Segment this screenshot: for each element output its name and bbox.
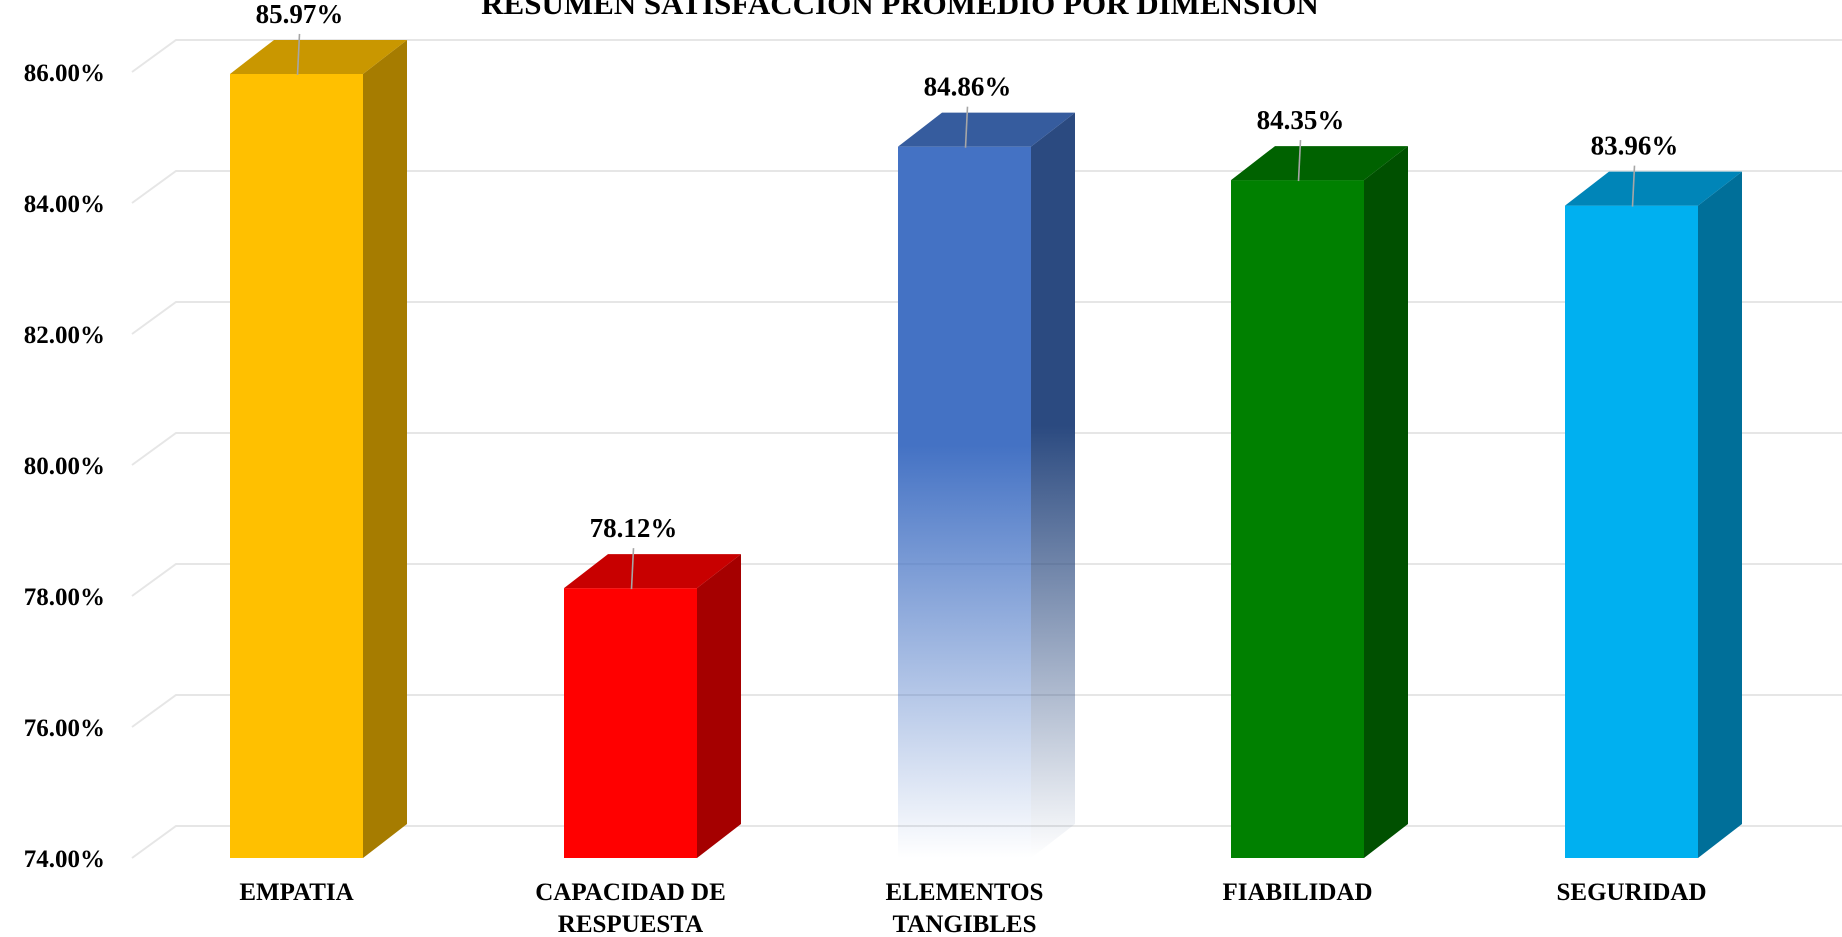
y-tick-label: 74.00% (24, 846, 105, 873)
data-label-0: 85.97% (256, 0, 344, 29)
y-tick-label: 78.00% (24, 584, 105, 611)
data-label-leader-4 (1631, 165, 1636, 207)
bar-0 (230, 73, 363, 859)
bar-2 (898, 146, 1031, 859)
data-label-1: 78.12% (590, 513, 678, 543)
bar-top-0 (230, 39, 407, 74)
bar-top-3 (1231, 146, 1408, 181)
data-label-2: 84.86% (924, 72, 1012, 102)
labels: 74.00% 76.00% 78.00% 80.00% 82.00% 84.00% 86.0… (24, 0, 1707, 937)
bar-top-4 (1565, 171, 1742, 206)
x-category-label-line: EMPATIA (239, 879, 353, 906)
bar-top-1 (564, 554, 741, 589)
x-category-label-0: EMPATIA (239, 879, 353, 906)
y-tick-label: 82.00% (24, 322, 105, 349)
x-category-label-4: SEGURIDAD (1556, 879, 1706, 906)
gridline-6 (131, 39, 1842, 73)
data-label-4: 83.96% (1591, 131, 1679, 161)
x-category-label-line: RESPUESTA (558, 911, 703, 937)
bar-1 (564, 588, 697, 858)
bars (230, 39, 1742, 859)
bar-3 (1231, 180, 1364, 858)
bar-side-4 (1698, 171, 1742, 858)
bar-side-3 (1364, 146, 1408, 858)
x-category-label-line: FIABILIDAD (1222, 879, 1372, 906)
data-label-leader-0 (296, 33, 301, 76)
y-tick-label: 76.00% (24, 715, 105, 742)
x-category-label-line: SEGURIDAD (1556, 879, 1706, 906)
gridlines (131, 39, 1842, 859)
data-label-leader-1 (630, 548, 635, 590)
y-tick-label: 80.00% (24, 453, 105, 480)
x-category-label-line: TANGIBLES (892, 911, 1036, 937)
x-category-label-line: ELEMENTOS (886, 879, 1044, 906)
bar-side-2 (1031, 112, 1075, 859)
bar-side-0 (363, 39, 407, 858)
x-category-label-2: ELEMENTOS TANGIBLES (886, 879, 1044, 937)
bar-side-1 (697, 554, 741, 858)
x-category-label-1: CAPACIDAD DE RESPUESTA (535, 879, 726, 937)
x-category-label-3: FIABILIDAD (1222, 879, 1372, 906)
y-tick-label: 86.00% (24, 60, 105, 87)
data-label-leader-3 (1297, 140, 1302, 182)
data-label-3: 84.35% (1257, 105, 1345, 135)
bar-top-2 (898, 112, 1075, 147)
data-label-leader-2 (964, 106, 969, 148)
chart-title: RESUMEN SATISFACCION PROMEDIO POR DIMENS… (481, 0, 1319, 21)
bar-4 (1565, 205, 1698, 858)
x-category-label-line: CAPACIDAD DE (535, 879, 726, 906)
y-tick-label: 84.00% (24, 191, 105, 218)
